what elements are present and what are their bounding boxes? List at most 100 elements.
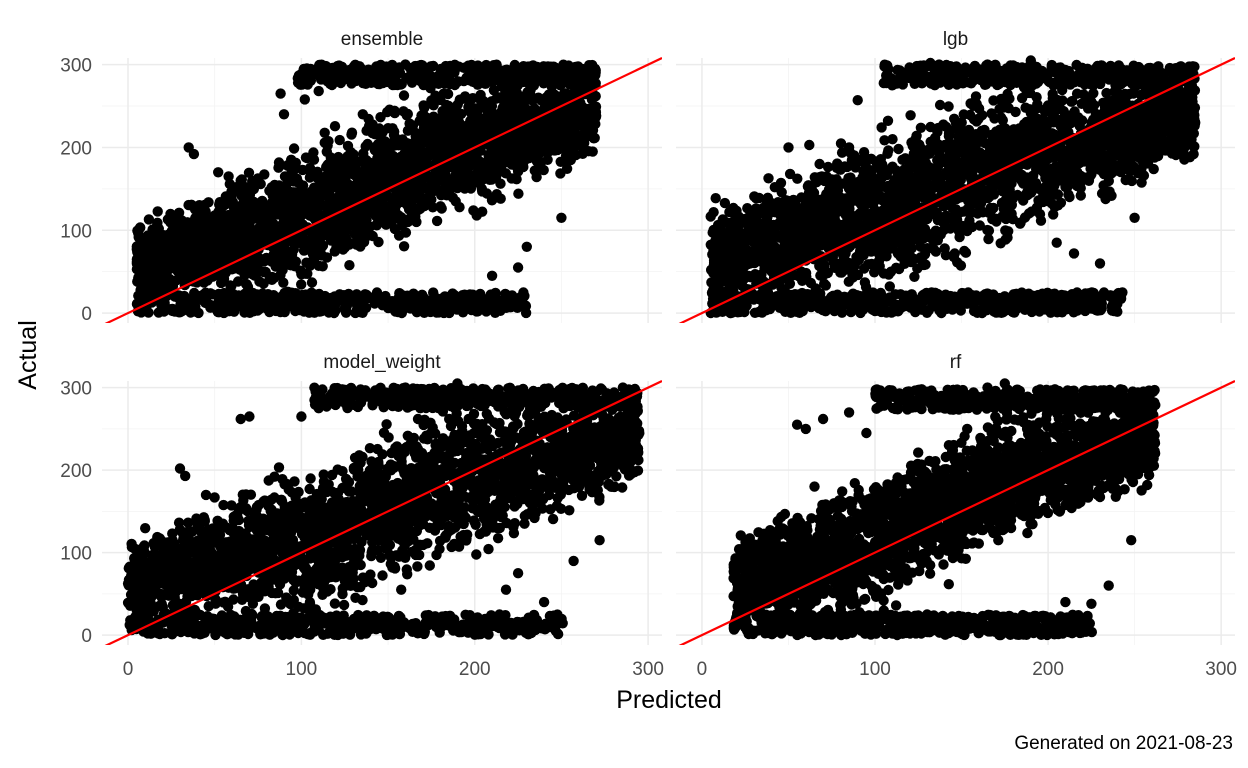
data-point: [514, 132, 526, 144]
data-point: [296, 279, 307, 290]
data-point: [569, 121, 581, 133]
data-point: [349, 158, 360, 170]
data-point: [501, 150, 512, 161]
data-point: [210, 255, 221, 267]
data-point: [467, 70, 479, 82]
data-point: [342, 140, 354, 152]
data-point: [480, 118, 491, 129]
data-point: [402, 108, 413, 120]
data-point: [411, 303, 423, 315]
data-point: [306, 277, 318, 288]
outlier-point: [365, 67, 376, 79]
data-point: [344, 239, 355, 250]
data-point: [179, 255, 190, 267]
data-point: [297, 180, 309, 191]
data-point: [480, 299, 491, 310]
data-point: [432, 146, 444, 157]
outlier-point: [486, 270, 498, 281]
data-point: [477, 186, 488, 197]
y-tick-label: 300: [60, 56, 92, 77]
data-point: [256, 223, 268, 235]
data-point: [418, 100, 429, 111]
data-point: [489, 305, 501, 317]
data-point: [392, 213, 403, 224]
data-point: [527, 150, 539, 161]
data-point: [882, 115, 894, 127]
data-point: [180, 265, 191, 276]
data-point: [501, 65, 512, 76]
data-point: [329, 234, 341, 245]
data-point: [436, 203, 447, 214]
data-point: [362, 138, 373, 150]
data-point: [197, 217, 208, 229]
data-point: [483, 149, 494, 161]
data-point: [538, 164, 549, 176]
data-point: [238, 233, 250, 245]
data-point: [543, 99, 554, 111]
data-point: [490, 287, 501, 299]
outlier-point: [213, 167, 224, 178]
data-point: [421, 296, 432, 308]
data-point: [438, 307, 450, 319]
data-point: [134, 222, 146, 234]
data-point: [538, 123, 549, 134]
data-point: [213, 294, 225, 305]
data-point: [365, 165, 376, 176]
data-point: [402, 296, 413, 307]
data-point: [344, 260, 355, 271]
data-point: [213, 206, 224, 218]
data-point: [905, 110, 916, 121]
data-point: [341, 306, 352, 317]
reference-line: [104, 57, 662, 323]
data-point: [577, 140, 588, 151]
data-point: [143, 214, 155, 225]
data-point: [146, 252, 157, 264]
data-point: [436, 190, 447, 201]
data-point: [509, 155, 520, 166]
data-point: [337, 224, 348, 235]
data-point: [331, 295, 342, 306]
data-point: [577, 78, 589, 89]
y-tick-label: 0: [81, 304, 92, 325]
data-point: [279, 244, 290, 256]
data-point: [287, 212, 298, 223]
data-point: [323, 307, 334, 318]
data-point: [334, 241, 346, 253]
data-point: [172, 292, 183, 303]
data-point: [958, 109, 969, 120]
data-point: [480, 78, 491, 89]
data-point: [343, 217, 354, 228]
data-point: [526, 133, 537, 144]
data-point: [358, 148, 369, 159]
outlier-point: [587, 146, 598, 157]
data-point: [334, 134, 345, 146]
data-point: [395, 158, 406, 170]
data-point: [485, 158, 496, 169]
data-point: [532, 69, 544, 80]
data-point: [314, 246, 326, 257]
data-point: [487, 66, 498, 78]
data-point: [195, 290, 206, 302]
data-point: [278, 277, 289, 288]
data-point: [511, 174, 522, 185]
data-point: [300, 192, 312, 204]
data-point: [219, 235, 230, 246]
data-point: [147, 263, 159, 274]
data-point: [166, 305, 177, 316]
data-point: [405, 70, 416, 81]
data-point: [503, 114, 515, 125]
data-point: [329, 121, 341, 132]
data-point: [502, 297, 513, 309]
data-point: [417, 135, 428, 147]
data-point: [380, 166, 391, 178]
data-point: [302, 79, 313, 90]
data-point: [445, 78, 456, 90]
data-point: [775, 177, 787, 189]
data-point: [146, 279, 158, 290]
data-point: [438, 138, 450, 149]
data-point: [565, 139, 576, 150]
data-point: [288, 143, 300, 154]
data-point: [422, 171, 433, 182]
data-point: [205, 302, 216, 313]
